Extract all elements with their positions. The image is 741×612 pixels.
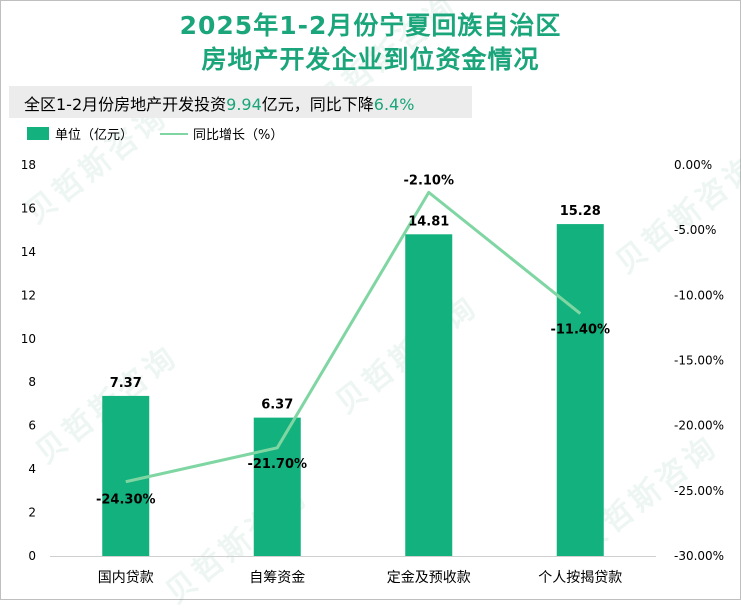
right-axis-tick-label: -15.00%	[674, 354, 724, 368]
left-axis-tick-label: 14	[21, 245, 36, 259]
bar	[253, 417, 301, 556]
left-axis-tick-label: 8	[28, 375, 36, 389]
chart-title-line1: 2025年1-2月份宁夏回族自治区	[179, 11, 562, 40]
left-axis-tick-label: 16	[21, 201, 36, 215]
subtitle: 全区1-2月份房地产开发投资9.94亿元，同比下降6.4%	[24, 91, 414, 115]
right-axis-tick-label: -10.00%	[674, 288, 724, 302]
legend-line-swatch	[160, 133, 188, 135]
legend-bar-swatch	[27, 127, 49, 140]
left-axis-tick-label: 18	[21, 158, 36, 172]
right-axis-tick-label: -25.00%	[674, 484, 724, 498]
legend-line-label: 同比增长（%）	[193, 128, 284, 143]
growth-line	[125, 190, 582, 484]
bar-data-label: 6.37	[261, 398, 293, 413]
left-axis-tick-label: 0	[28, 549, 36, 563]
bar	[556, 224, 604, 556]
subtitle-prefix: 全区1-2月份房地产开发投资	[24, 95, 227, 114]
legend-bar-label: 单位（亿元）	[55, 128, 134, 143]
right-axis-tick-label: -30.00%	[674, 549, 724, 563]
subtitle-mid: 亿元，同比下降	[261, 95, 374, 114]
bar-data-label: 15.28	[560, 204, 601, 219]
right-axis-tick-label: -20.00%	[674, 419, 724, 433]
chart-title-line2: 房地产开发企业到位资金情况	[201, 45, 540, 74]
category-label: 自筹资金	[249, 569, 305, 586]
line-data-label: -21.70%	[247, 457, 307, 472]
line-data-label: -24.30%	[96, 493, 156, 508]
subtitle-pct: 6.4%	[373, 95, 415, 114]
category-label: 国内贷款	[98, 570, 154, 586]
left-axis-tick-label: 2	[28, 506, 36, 520]
right-axis-tick-label: -5.00%	[674, 223, 716, 237]
bar	[102, 395, 150, 556]
line-data-label: -11.40%	[550, 323, 610, 338]
subtitle-value: 9.94	[226, 95, 262, 114]
left-axis-tick-label: 4	[28, 462, 36, 476]
bar-data-label: 14.81	[408, 214, 449, 229]
left-axis-tick-label: 12	[21, 288, 36, 302]
subtitle-box	[9, 86, 472, 118]
left-axis-tick-label: 10	[21, 332, 36, 346]
category-label: 个人按揭贷款	[538, 570, 622, 586]
right-axis-tick-label: 0.00%	[674, 158, 712, 172]
line-data-label: -2.10%	[404, 173, 455, 188]
bar	[405, 234, 453, 556]
category-label: 定金及预收款	[387, 570, 471, 586]
bar-data-label: 7.37	[110, 376, 142, 391]
left-axis-tick-label: 6	[28, 419, 36, 433]
